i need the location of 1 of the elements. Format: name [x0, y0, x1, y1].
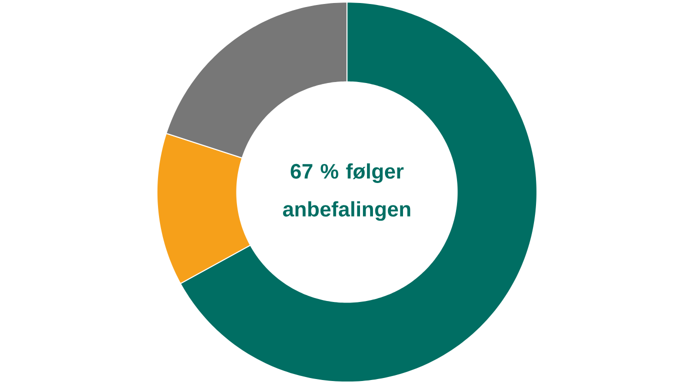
text: 67 % følger anbefalingen [283, 163, 410, 221]
